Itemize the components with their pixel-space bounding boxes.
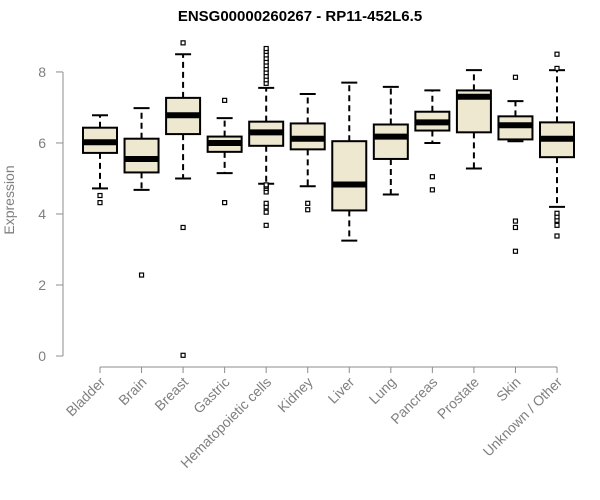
x-tick-label: Liver	[325, 374, 358, 407]
y-tick-label: 2	[38, 277, 46, 293]
outlier-point	[180, 40, 186, 46]
outlier-point	[263, 45, 269, 52]
outlier-point	[512, 218, 519, 224]
y-tick-label: 8	[38, 64, 46, 80]
outlier-point	[180, 352, 186, 358]
outlier-point	[554, 233, 560, 239]
box-group	[372, 85, 409, 196]
y-tick-label: 6	[38, 135, 46, 151]
outlier-point	[97, 200, 103, 206]
x-tick-label: Skin	[493, 374, 524, 405]
outlier-point	[554, 65, 560, 72]
outlier-point	[263, 182, 269, 188]
outlier-point	[97, 192, 103, 199]
box-group	[206, 97, 243, 206]
y-axis-label: Expression	[1, 165, 17, 234]
outlier-point	[222, 97, 228, 103]
box-group	[331, 81, 368, 242]
outlier-point	[512, 224, 519, 231]
outlier-point	[263, 222, 269, 228]
outlier-point	[180, 224, 186, 231]
iqr-box	[331, 140, 368, 212]
outlier-point	[554, 51, 560, 57]
outlier-point	[429, 187, 435, 193]
outlier-point	[305, 207, 311, 213]
box-group	[497, 74, 534, 254]
y-tick-label: 0	[38, 348, 46, 364]
box-group	[123, 107, 160, 278]
x-tick-label: Breast	[151, 374, 191, 414]
outlier-point	[554, 222, 560, 228]
outlier-point	[429, 174, 435, 180]
box-group	[539, 51, 575, 239]
iqr-box	[123, 137, 160, 174]
iqr-box	[372, 123, 409, 160]
x-tick-label: Brain	[115, 374, 149, 408]
box-group	[414, 89, 451, 193]
y-tick-label: 4	[38, 206, 46, 222]
outlier-point	[138, 272, 145, 278]
x-tick-label: Lung	[366, 374, 399, 407]
x-tick-label: Kidney	[274, 374, 316, 416]
x-tick-label: Bladder	[63, 374, 109, 420]
outlier-point	[512, 74, 519, 80]
box-group	[455, 69, 492, 170]
box-group	[248, 45, 285, 228]
box-group	[82, 114, 118, 206]
box-group	[289, 92, 326, 213]
x-tick-label: Unknown / Other	[480, 374, 566, 460]
x-tick-label: Prostate	[434, 374, 482, 422]
outlier-point	[554, 210, 560, 216]
outlier-point	[222, 200, 228, 206]
box-group	[165, 40, 202, 358]
outlier-point	[305, 200, 311, 206]
outlier-point	[263, 200, 269, 206]
chart-title: ENSG00000260267 - RP11-452L6.5	[177, 8, 423, 25]
outlier-point	[263, 209, 269, 215]
outlier-point	[512, 248, 519, 254]
